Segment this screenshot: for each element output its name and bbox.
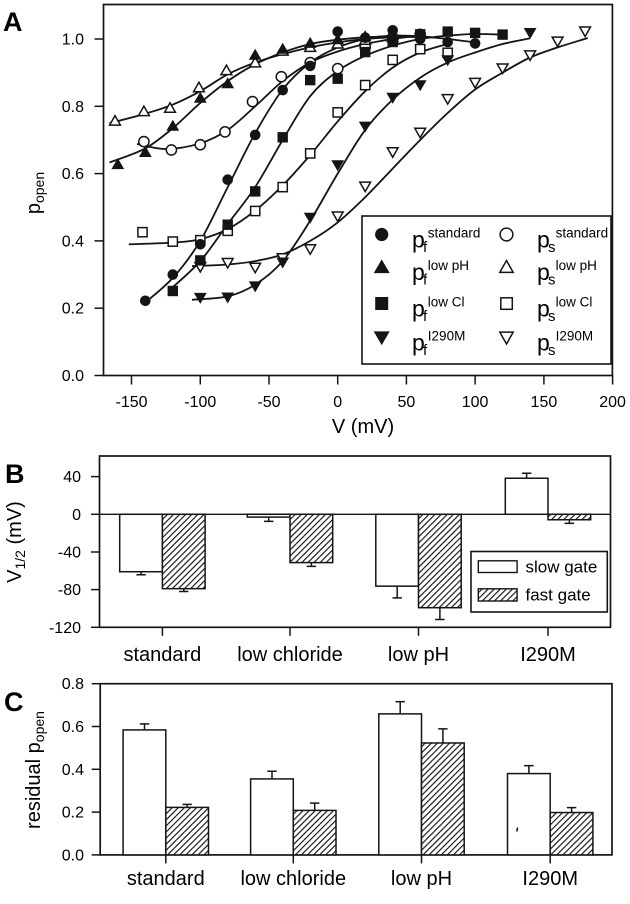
svg-text:V1/2 (mV): V1/2 (mV)	[4, 501, 28, 583]
svg-text:p: p	[412, 227, 425, 253]
svg-text:low pH: low pH	[388, 644, 449, 666]
svg-text:standard: standard	[428, 226, 481, 241]
svg-text:0.6: 0.6	[62, 166, 84, 183]
svg-text:p: p	[537, 296, 550, 322]
svg-text:-50: -50	[257, 394, 280, 411]
svg-text:0.8: 0.8	[62, 99, 84, 116]
svg-text:-100: -100	[184, 394, 216, 411]
svg-text:slow gate: slow gate	[526, 558, 598, 577]
svg-text:V (mV): V (mV)	[332, 416, 394, 438]
svg-text:low Cl: low Cl	[556, 295, 593, 310]
svg-text:low pH: low pH	[556, 258, 597, 273]
svg-text:s: s	[548, 308, 556, 325]
svg-text:200: 200	[599, 394, 626, 411]
svg-text:-40: -40	[58, 545, 81, 562]
svg-text:I290M: I290M	[522, 868, 578, 890]
svg-text:residual popen: residual popen	[23, 711, 47, 829]
svg-text:standard: standard	[123, 644, 201, 666]
svg-text:I290M: I290M	[556, 329, 594, 344]
svg-text:0.0: 0.0	[62, 847, 84, 864]
svg-text:s: s	[548, 272, 556, 289]
svg-text:p: p	[537, 330, 550, 356]
svg-text:f: f	[423, 308, 428, 325]
svg-text:f: f	[423, 342, 428, 359]
svg-text:150: 150	[531, 394, 558, 411]
svg-text:-120: -120	[49, 620, 81, 637]
svg-text:0.0: 0.0	[62, 368, 84, 385]
svg-text:1.0: 1.0	[62, 32, 84, 49]
svg-text:40: 40	[63, 469, 81, 486]
svg-text:standard: standard	[127, 868, 205, 890]
svg-text:50: 50	[398, 394, 416, 411]
svg-text:0: 0	[72, 507, 81, 524]
svg-text:p: p	[412, 259, 425, 285]
svg-text:0.6: 0.6	[62, 719, 84, 736]
svg-text:low pH: low pH	[428, 258, 469, 273]
svg-text:f: f	[423, 272, 428, 289]
svg-text:100: 100	[462, 394, 489, 411]
svg-text:low chloride: low chloride	[240, 868, 346, 890]
svg-text:p: p	[412, 296, 425, 322]
svg-text:p: p	[537, 259, 550, 285]
svg-text:A: A	[3, 7, 23, 37]
svg-text:0.2: 0.2	[62, 805, 84, 822]
svg-text:I290M: I290M	[428, 329, 466, 344]
svg-text:low pH: low pH	[391, 868, 452, 890]
svg-text:0.8: 0.8	[62, 676, 84, 693]
svg-text:p: p	[412, 330, 425, 356]
svg-text:0.4: 0.4	[62, 233, 84, 250]
svg-text:0.4: 0.4	[62, 762, 84, 779]
svg-text:0.2: 0.2	[62, 301, 84, 318]
svg-text:p: p	[537, 227, 550, 253]
svg-text:f: f	[423, 239, 428, 256]
svg-text:fast gate: fast gate	[526, 586, 591, 605]
svg-text:s: s	[548, 239, 556, 256]
svg-text:-80: -80	[58, 582, 81, 599]
svg-text:C: C	[4, 687, 24, 717]
svg-text:-150: -150	[115, 394, 147, 411]
svg-text:s: s	[548, 342, 556, 359]
svg-text:low chloride: low chloride	[237, 644, 343, 666]
svg-text:0: 0	[333, 394, 342, 411]
svg-text:low Cl: low Cl	[428, 295, 465, 310]
svg-text:B: B	[5, 459, 25, 489]
svg-text:standard: standard	[556, 226, 609, 241]
svg-text:I290M: I290M	[520, 644, 576, 666]
svg-text:popen: popen	[23, 172, 47, 214]
